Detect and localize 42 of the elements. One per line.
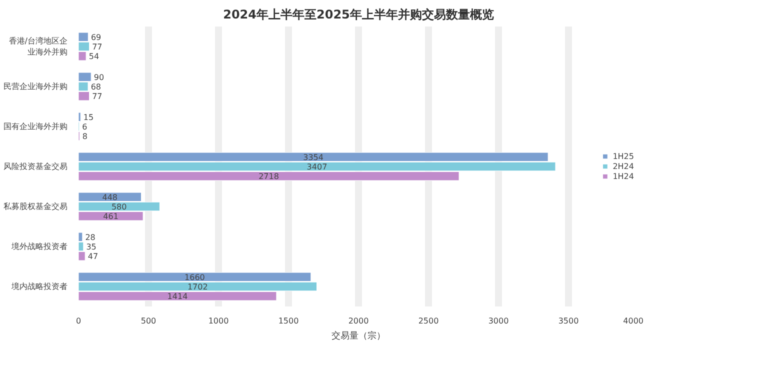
data-label: 68	[90, 82, 102, 92]
legend-label: 1H24	[612, 171, 634, 181]
y-tick-label: 境外战略投资者	[10, 242, 68, 251]
x-axis-title: 交易量（宗）	[332, 330, 386, 342]
legend-label: 1H25	[612, 151, 634, 161]
y-tick-label: 私募股权基金交易	[4, 202, 68, 211]
y-tick-label: 国有企业海外并购	[4, 122, 68, 131]
data-label: 77	[92, 92, 102, 102]
x-tick-label: 2500	[418, 316, 439, 326]
data-label: 3354	[303, 152, 324, 162]
x-tick-label: 1000	[208, 316, 229, 326]
x-tick-label: 500	[140, 316, 156, 326]
x-tick-label: 3500	[558, 316, 579, 326]
data-label: 90	[94, 72, 104, 82]
x-tick-label: 4000	[623, 316, 644, 326]
data-label: 8	[82, 132, 88, 142]
y-tick-label: 民营企业海外并购	[4, 82, 68, 91]
data-label: 6	[82, 122, 88, 132]
data-label: 54	[88, 52, 100, 62]
data-label: 2718	[258, 172, 279, 182]
x-tick-label: 2000	[348, 316, 369, 326]
data-label: 69	[90, 32, 102, 42]
data-label: 47	[88, 252, 98, 262]
y-tick-label: 风险投资基金交易	[4, 162, 68, 171]
data-label: 3407	[306, 162, 328, 172]
data-label: 448	[102, 192, 118, 202]
x-tick-label: 3000	[488, 316, 509, 326]
legend-label: 2H24	[612, 161, 634, 171]
data-label: 35	[86, 242, 96, 252]
x-tick-label: 1500	[278, 316, 299, 326]
data-label: 1660	[184, 272, 205, 282]
data-label: 1414	[167, 292, 188, 302]
data-label: 77	[92, 42, 102, 52]
x-tick-label: 0	[76, 316, 82, 326]
y-tick-label: 香港/台湾地区企业海外并购	[8, 36, 68, 56]
data-label: 28	[85, 232, 96, 242]
chart-title: 2024年上半年至2025年上半年并购交易数量概览	[223, 8, 494, 22]
data-label: 580	[111, 202, 127, 212]
data-label: 1702	[187, 282, 208, 292]
data-label: 15	[83, 112, 94, 122]
y-tick-label: 境内战略投资者	[10, 282, 68, 291]
data-label: 461	[103, 212, 118, 222]
